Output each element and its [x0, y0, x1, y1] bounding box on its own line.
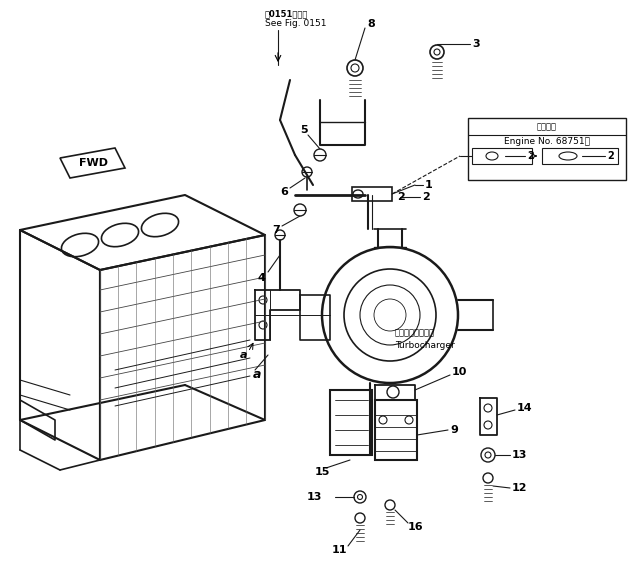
Text: 8: 8	[367, 19, 375, 29]
Text: a: a	[240, 350, 247, 360]
Bar	[468, 118, 626, 180]
Text: 3: 3	[472, 39, 480, 49]
Bar	[375, 400, 417, 460]
Text: 5: 5	[300, 125, 307, 135]
Bar	[352, 187, 392, 201]
Text: 9: 9	[450, 425, 458, 435]
Text: 1: 1	[425, 180, 433, 190]
Bar	[472, 148, 532, 164]
Text: 14: 14	[517, 403, 533, 413]
Text: 16: 16	[408, 522, 424, 532]
Text: 第0151図参照: 第0151図参照	[265, 10, 308, 19]
Bar	[330, 390, 372, 455]
Text: FWD: FWD	[79, 158, 108, 168]
Text: See Fig. 0151: See Fig. 0151	[265, 20, 327, 29]
Text: 2: 2	[527, 151, 534, 161]
Text: Engine No. 68751〜: Engine No. 68751〜	[504, 138, 590, 147]
Text: 2: 2	[607, 151, 614, 161]
Text: 適用番号: 適用番号	[537, 122, 557, 131]
Text: 13: 13	[307, 492, 322, 502]
Text: 2: 2	[398, 192, 405, 202]
Text: a: a	[253, 368, 261, 381]
Text: ターボチャージャ: ターボチャージャ	[395, 328, 435, 337]
Text: Turbocharger: Turbocharger	[395, 341, 455, 350]
Text: 12: 12	[512, 483, 527, 493]
Text: 7: 7	[272, 225, 280, 235]
Text: 10: 10	[452, 367, 467, 377]
Text: 4: 4	[258, 273, 266, 283]
Text: 6: 6	[280, 187, 288, 197]
Text: 13: 13	[512, 450, 527, 460]
Text: 2: 2	[422, 192, 430, 202]
Bar	[542, 148, 618, 164]
Text: 15: 15	[315, 467, 330, 477]
Text: 11: 11	[332, 545, 347, 555]
